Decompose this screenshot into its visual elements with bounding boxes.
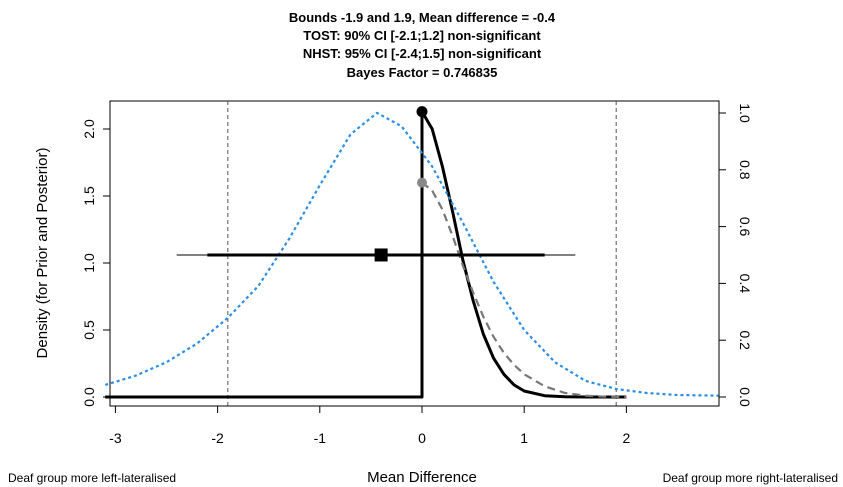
title-line-2: TOST: 90% CI [-2.1;1.2] non-significant	[303, 28, 541, 43]
x-axis-title: Mean Difference	[367, 469, 477, 486]
point-prior-at-zero	[417, 178, 427, 188]
title-line-1: Bounds -1.9 and 1.9, Mean difference = -…	[289, 10, 556, 25]
x-tick-label: 2	[623, 430, 631, 446]
y-tick-label: 1.5	[81, 186, 97, 206]
y2-tick-label: 0.4	[737, 274, 753, 294]
y-tick-label: 0.0	[81, 387, 97, 407]
x-tick-label: 1	[520, 430, 528, 446]
y-tick-label: 2.0	[81, 119, 97, 139]
y2-tick-label: 0.0	[737, 387, 753, 407]
x-tick-label: -3	[109, 430, 122, 446]
mean-difference-marker	[375, 248, 388, 261]
axes: -3 -2 -1 0 1 2 0.0 0.5 1.0 1.5 2.0 0.0 0.2 0.4 0.6 0.8 1…	[81, 103, 753, 446]
y2-tick-label: 0.8	[737, 160, 753, 180]
x-tick-label: -1	[314, 430, 327, 446]
y-tick-label: 0.5	[81, 320, 97, 340]
annotation-right: Deaf group more right-lateralised	[663, 471, 838, 485]
y-tick-label: 1.0	[81, 253, 97, 273]
y2-tick-label: 1.0	[737, 103, 753, 123]
annotation-left: Deaf group more left-lateralised	[8, 471, 176, 485]
point-max	[417, 106, 428, 117]
title-line-3: NHST: 95% CI [-2.4;1.5] non-significant	[303, 46, 542, 61]
y2-tick-label: 0.6	[737, 217, 753, 237]
chart-title: Bounds -1.9 and 1.9, Mean difference = -…	[289, 10, 556, 80]
y2-tick-label: 0.2	[737, 330, 753, 350]
title-line-4: Bayes Factor = 0.746835	[347, 65, 498, 80]
y-axis-title: Density (for Prior and Posterior)	[34, 148, 51, 359]
x-tick-label: -2	[211, 430, 224, 446]
confidence-intervals	[177, 248, 576, 261]
x-tick-label: 0	[418, 430, 426, 446]
